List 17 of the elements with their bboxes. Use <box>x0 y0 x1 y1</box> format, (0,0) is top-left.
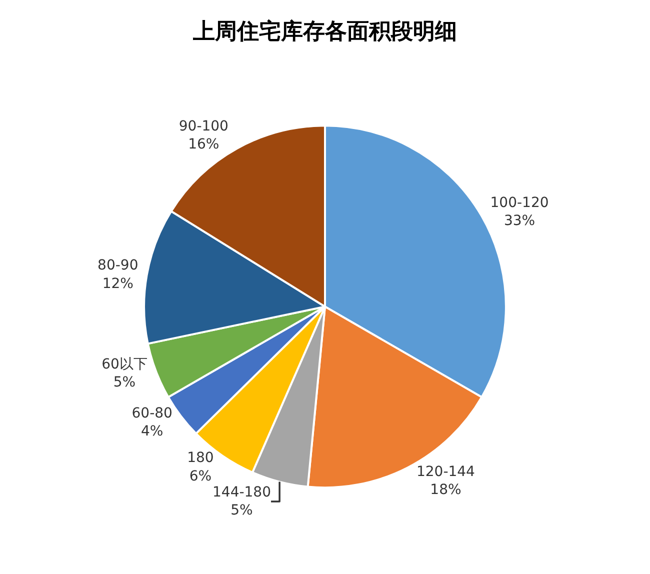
chart-title: 上周住宅库存各面积段明细 <box>192 18 457 44</box>
data-label: 16% <box>188 136 220 153</box>
slice-label: 120-144 <box>416 464 476 480</box>
data-label: 5% <box>230 502 253 519</box>
data-label: 6% <box>189 468 212 484</box>
slice-label: 100-120 <box>490 194 549 211</box>
slice-label: 80-90 <box>98 258 138 274</box>
data-label: 12% <box>102 276 134 292</box>
slice-label: 180 <box>187 450 214 466</box>
data-label: 18% <box>430 482 462 498</box>
slice-label: 60以下 <box>102 356 148 372</box>
data-label: 33% <box>504 212 536 229</box>
slice-label: 90-100 <box>178 118 228 134</box>
data-label: 5% <box>113 374 136 390</box>
slice-label: 60-80 <box>132 405 172 422</box>
slice-label: 144-180 <box>212 484 271 500</box>
data-label: 4% <box>140 424 164 440</box>
